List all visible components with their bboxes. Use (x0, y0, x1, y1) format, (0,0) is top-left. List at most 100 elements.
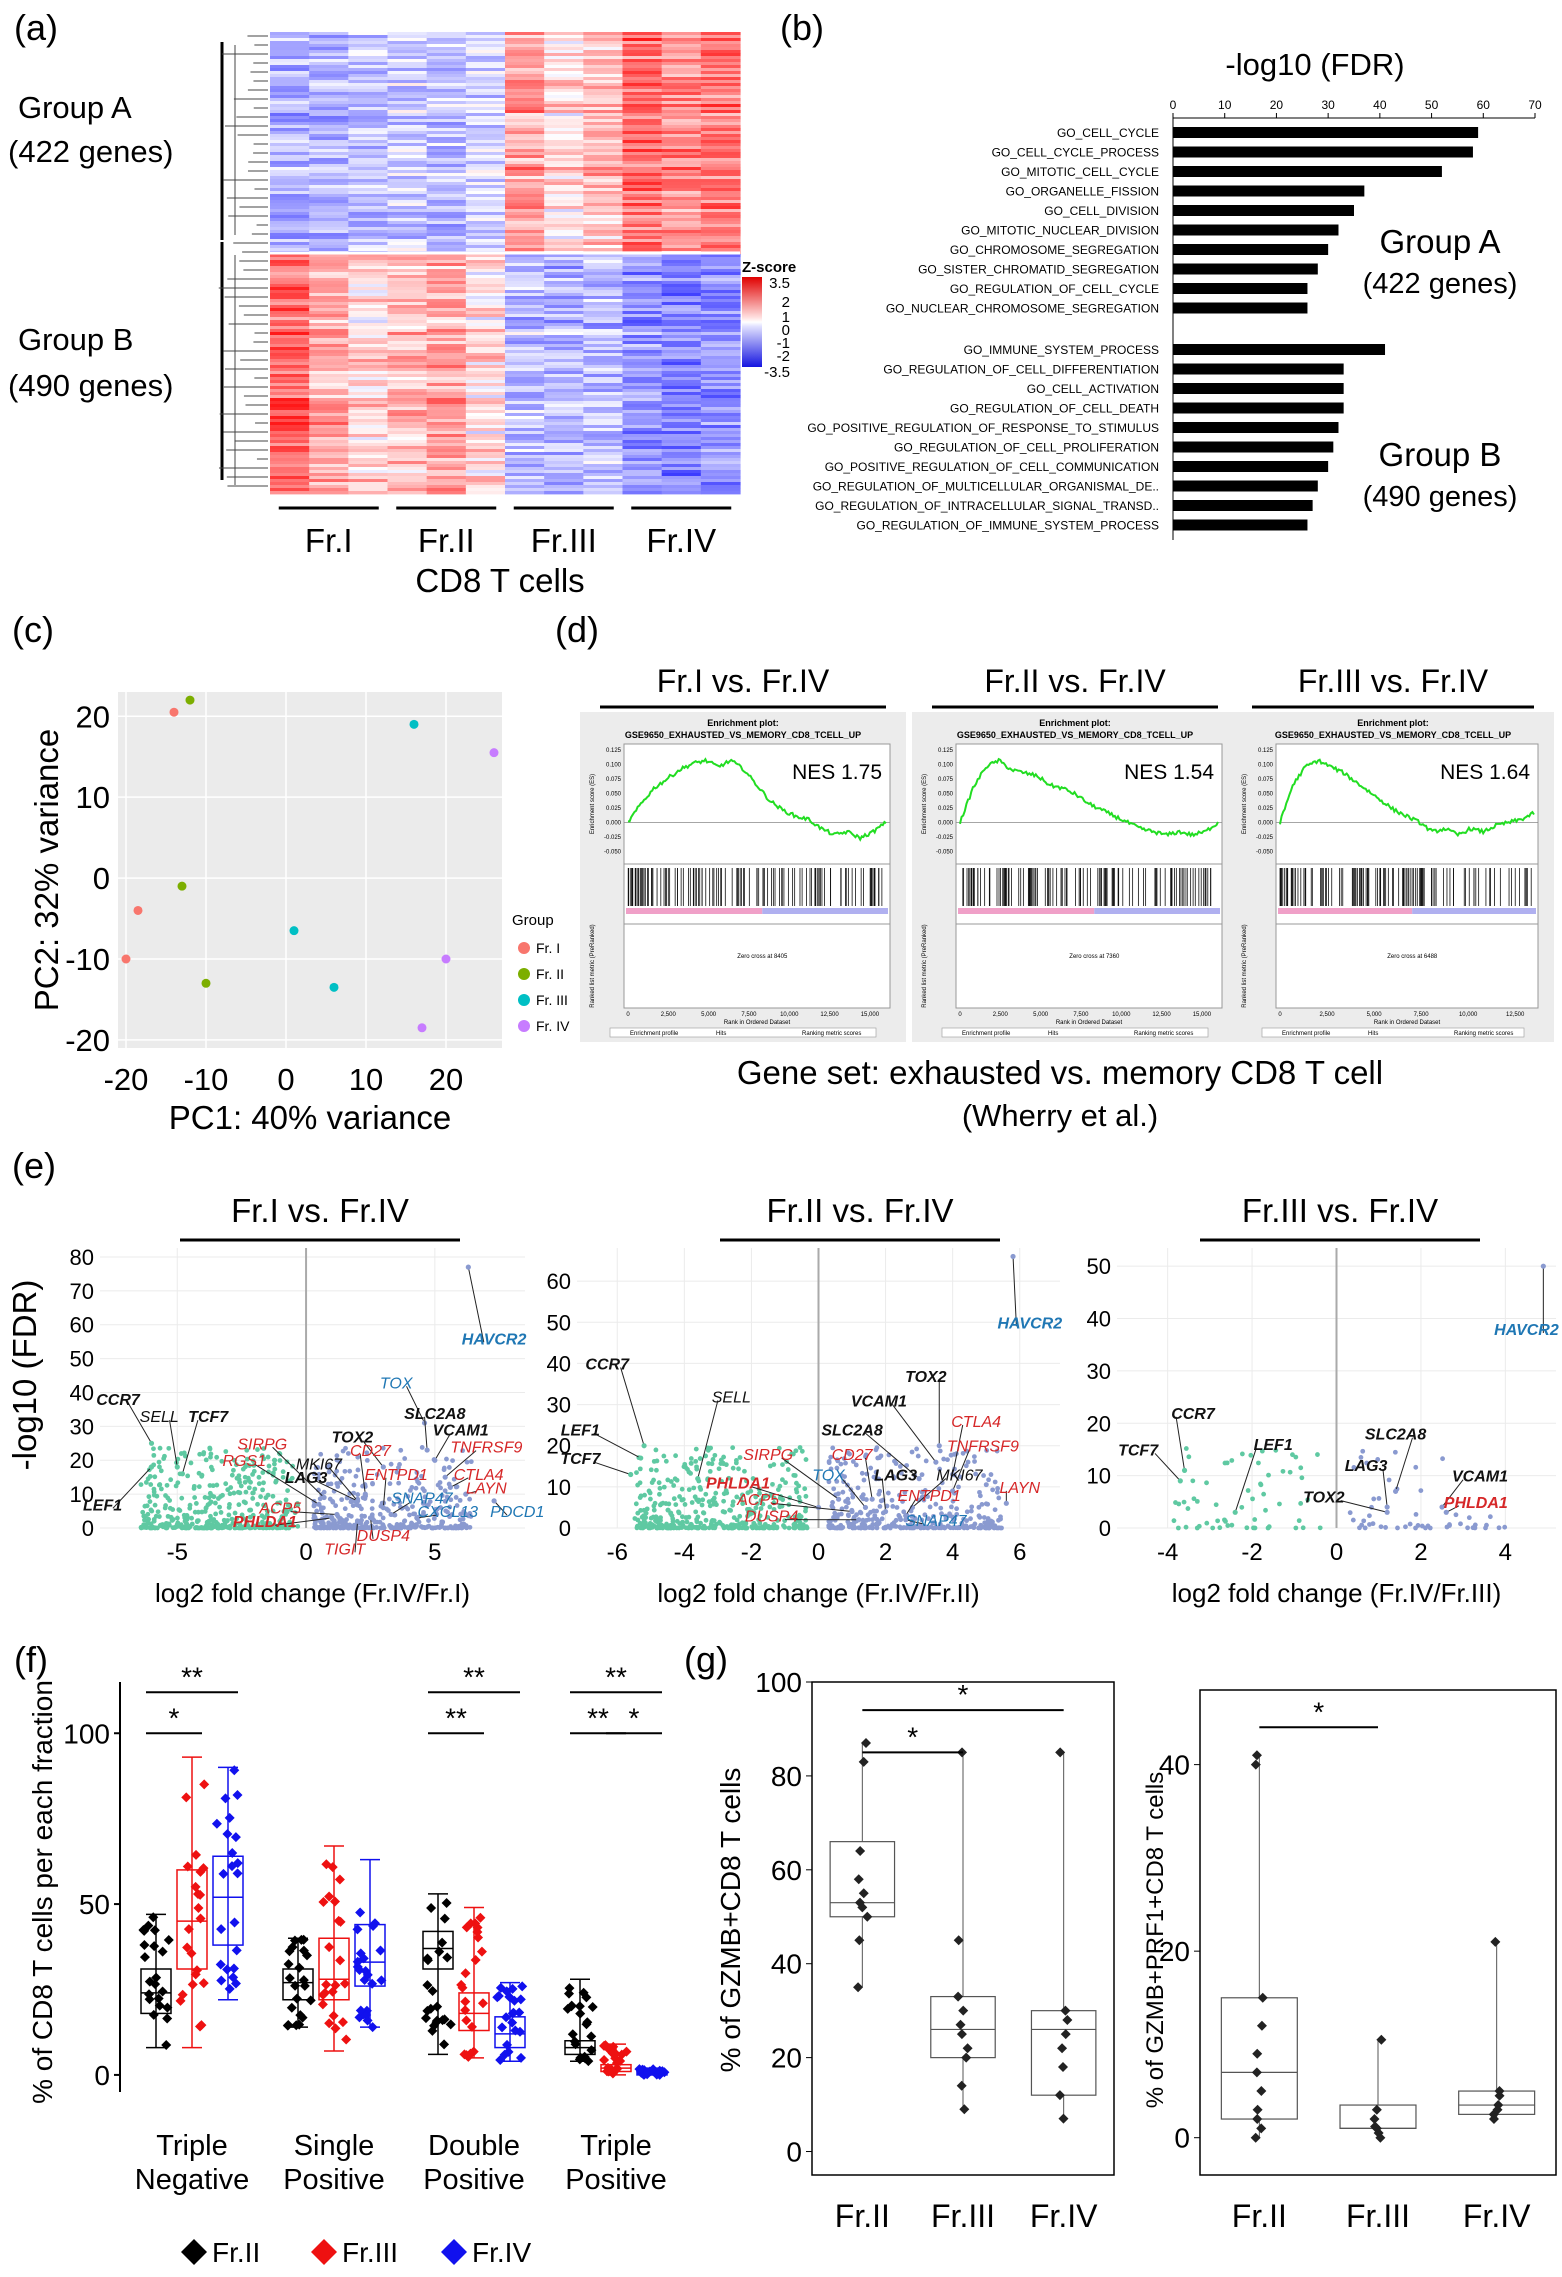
heatmap-cell (465, 362, 506, 366)
heatmap-cell (583, 272, 624, 276)
heatmap-cell (544, 467, 584, 471)
heatmap-cell (544, 413, 584, 417)
heatmap-cell (387, 371, 428, 375)
heatmap-cell (465, 479, 506, 483)
heatmap-cell (583, 41, 624, 45)
heatmap-cell (505, 344, 545, 348)
volcano-point (369, 1506, 375, 1512)
heatmap-cell (465, 116, 506, 120)
heatmap-cell (387, 212, 428, 216)
data-point (460, 1996, 471, 2007)
volcano-point (937, 1466, 943, 1472)
data-point (855, 1846, 866, 1857)
heatmap-cell (270, 203, 310, 207)
heatmap-cell (348, 215, 389, 219)
volcano-point (211, 1524, 217, 1530)
heatmap-cell (622, 485, 663, 489)
volcano-point (359, 1513, 365, 1519)
volcano-point (670, 1519, 676, 1524)
heatmap-cell (465, 32, 506, 36)
volcano-point (289, 1475, 295, 1481)
volcano-point (703, 1453, 709, 1459)
heatmap-cell (544, 134, 584, 138)
heatmap-cell (700, 299, 741, 303)
heatmap-cell (700, 485, 741, 489)
gene-label: TCF7 (1118, 1442, 1159, 1459)
volcano-point (156, 1514, 162, 1519)
heatmap-cell (622, 293, 663, 297)
volcano-y-tick: 10 (547, 1475, 571, 1500)
gsea-x-tick: 0 (1278, 1012, 1282, 1018)
heatmap-cell (348, 203, 389, 207)
volcano-point (370, 1480, 375, 1486)
heatmap-cell (544, 101, 584, 105)
volcano-point (405, 1494, 411, 1499)
heatmap-cell (387, 278, 428, 282)
heatmap-cell (505, 35, 545, 39)
heatmap-cell (544, 92, 584, 96)
heatmap-cell (583, 332, 624, 336)
heatmap-cell (622, 188, 663, 192)
data-point (507, 2017, 518, 2028)
heatmap-cell (348, 188, 389, 192)
data-point (422, 1980, 433, 1991)
volcano-leader (354, 1521, 359, 1553)
heatmap-cell (309, 386, 349, 390)
heatmap-cell (309, 335, 349, 339)
heatmap-cell (309, 62, 349, 66)
heatmap-cell (465, 245, 506, 249)
heatmap-cell (426, 89, 467, 93)
heatmap-cell (505, 266, 545, 270)
volcano-point (140, 1509, 146, 1515)
gsea-nes-label: NES 1.75 (792, 761, 882, 784)
heatmap-cell (309, 218, 349, 222)
heatmap-cell (544, 401, 584, 405)
gsea-rank-neg (762, 908, 888, 914)
volcano-point (439, 1493, 445, 1499)
volcano-point (217, 1504, 222, 1510)
heatmap-cell (426, 143, 467, 147)
heatmap-cell (309, 203, 349, 207)
gsea-plot-title: Enrichment plot: (1039, 718, 1111, 728)
heatmap-cell (270, 47, 310, 51)
heatmap-cell (622, 185, 663, 189)
heatmap-cell (700, 296, 741, 300)
volcano-leader (1234, 1448, 1257, 1513)
heatmap-cell (348, 152, 389, 156)
heatmap-cell (309, 266, 349, 270)
heatmap-cell (622, 218, 663, 222)
heatmap-cell (622, 200, 663, 204)
data-point (509, 1995, 520, 2006)
heatmap-cell (465, 86, 506, 90)
volcano-point (705, 1476, 711, 1482)
data-point (1055, 1747, 1066, 1758)
pca-point (289, 926, 299, 936)
heatmap-cell (700, 176, 741, 180)
heatmap-cell (270, 104, 310, 108)
heatmap-cell (700, 467, 741, 471)
heatmap-cell (309, 389, 349, 393)
heatmap-cell (505, 41, 545, 45)
heatmap-cell (700, 476, 741, 480)
heatmap-cell (661, 470, 702, 474)
box (212, 1855, 244, 1946)
heatmap-cell (661, 398, 702, 402)
go-term-label: GO_MITOTIC_CELL_CYCLE (1001, 165, 1159, 179)
heatmap-cell (387, 191, 428, 195)
volcano-point (445, 1525, 451, 1531)
heatmap-cell (505, 44, 545, 48)
heatmap-cell (465, 188, 506, 192)
heatmap-cell (661, 446, 702, 450)
gsea-metric-box (623, 923, 891, 1009)
volcano-point (890, 1503, 896, 1509)
volcano-point (243, 1489, 249, 1495)
heatmap-cell (426, 173, 467, 177)
heatmap-cell (583, 44, 624, 48)
volcano-point (697, 1524, 703, 1530)
heatmap-cell (544, 443, 584, 447)
heatmap-cell (583, 176, 624, 180)
data-point (367, 2022, 378, 2033)
heatmap-cell (387, 470, 428, 474)
heatmap-cell (661, 404, 702, 408)
volcano-title: Fr.III vs. Fr.IV (1242, 1192, 1438, 1229)
